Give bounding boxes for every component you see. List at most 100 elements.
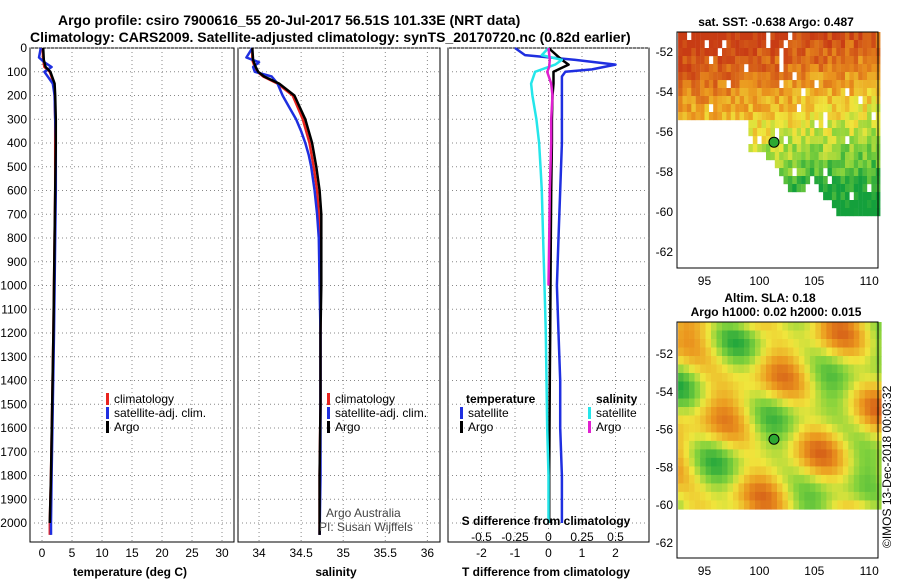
sla-cell xyxy=(760,466,767,476)
sst-cell xyxy=(823,160,828,169)
sla-cell xyxy=(749,449,756,459)
sst-cell xyxy=(739,96,745,105)
sla-cell xyxy=(831,500,838,510)
sst-cell xyxy=(845,144,850,153)
sla-cell xyxy=(853,440,860,451)
sla-cell xyxy=(744,322,750,332)
sla-cell xyxy=(815,364,822,374)
sla-cell xyxy=(705,415,712,425)
sla-cell xyxy=(859,330,866,340)
sla-cell xyxy=(738,398,745,408)
sst-cell xyxy=(818,32,824,41)
sst-cell xyxy=(831,80,837,89)
sla-cell xyxy=(848,398,855,408)
sst-cell xyxy=(853,112,859,121)
sla-cell xyxy=(755,491,761,502)
sst-cell xyxy=(695,64,701,73)
sla-cell xyxy=(804,474,811,485)
sst-cell xyxy=(871,152,876,161)
sst-cell xyxy=(735,40,740,49)
sst-cell xyxy=(770,144,775,153)
sla-cell xyxy=(722,373,728,383)
sst-cell xyxy=(809,80,815,89)
sla-cell xyxy=(793,424,800,434)
sst-cell xyxy=(739,40,745,49)
sst-cell xyxy=(809,88,815,97)
sst-cell xyxy=(748,128,753,137)
sst-cell xyxy=(792,144,797,153)
sla-cell xyxy=(864,364,871,374)
sla-cell xyxy=(771,373,778,383)
sst-cell xyxy=(823,184,828,193)
sst-cell xyxy=(796,40,802,49)
sla-cell xyxy=(766,356,772,366)
sla-cell xyxy=(700,500,706,510)
sla-cell xyxy=(694,424,701,434)
sla-cell xyxy=(744,407,750,417)
depth-tick-label: 1300 xyxy=(0,350,27,364)
sla-cell xyxy=(749,330,756,340)
sla-cell xyxy=(760,339,767,349)
sla-cell xyxy=(689,390,695,400)
sla-cell xyxy=(760,457,767,468)
sst-cell xyxy=(845,64,850,73)
sla-cell xyxy=(678,339,684,349)
sla-cell xyxy=(798,424,805,434)
sla-cell xyxy=(809,424,816,434)
sst-cell xyxy=(783,152,789,161)
sla-cell xyxy=(749,474,756,485)
sst-cell xyxy=(678,56,683,65)
sst-cell xyxy=(849,104,854,113)
sst-cell xyxy=(678,48,683,57)
sla-cell xyxy=(815,500,822,510)
sla-cell xyxy=(848,373,855,383)
sst-cell xyxy=(849,88,854,97)
sla-cell xyxy=(804,407,811,417)
sst-cell xyxy=(853,192,859,201)
sla-cell xyxy=(771,381,778,391)
sla-cell xyxy=(722,398,728,408)
sst-cell xyxy=(845,128,850,137)
sst-cell xyxy=(809,160,815,169)
sst-cell xyxy=(691,32,696,41)
sst-cell xyxy=(801,168,806,177)
sst-cell xyxy=(853,56,859,65)
x-tick-label: 2 xyxy=(612,546,619,560)
sst-cell xyxy=(867,176,872,185)
sst-cell xyxy=(871,64,876,73)
sla-cell xyxy=(744,364,750,374)
sst-cell xyxy=(827,168,833,177)
sst-cell xyxy=(682,32,688,41)
sst-cell xyxy=(779,128,784,137)
sla-cell xyxy=(864,474,871,485)
sla-cell xyxy=(727,322,734,332)
sst-cell xyxy=(787,88,793,97)
sla-cell xyxy=(733,483,739,493)
sla-cell xyxy=(782,364,789,374)
sla-cell xyxy=(749,390,756,400)
sst-cell xyxy=(858,136,863,145)
sla-cell xyxy=(716,466,723,476)
sla-cell xyxy=(678,449,684,459)
sla-cell xyxy=(771,407,778,417)
sst-cell xyxy=(849,120,854,129)
sla-cell xyxy=(727,415,734,425)
sla-cell xyxy=(826,407,833,417)
sst-cell xyxy=(774,96,780,105)
sst-cell xyxy=(867,80,872,89)
sst-cell xyxy=(770,64,775,73)
sla-cell xyxy=(787,474,794,485)
sst-cell xyxy=(862,152,868,161)
sst-cell xyxy=(713,64,718,73)
sla-cell xyxy=(738,322,745,332)
sst-cell xyxy=(783,104,789,113)
sst-cell xyxy=(796,80,802,89)
depth-tick-label: 500 xyxy=(7,160,27,174)
sla-cell xyxy=(678,373,684,383)
sst-cell xyxy=(823,176,828,185)
sla-cell xyxy=(787,339,794,349)
sst-cell xyxy=(726,32,731,41)
sla-cell xyxy=(826,339,833,349)
sst-cell xyxy=(761,136,767,145)
sst-cell xyxy=(704,88,710,97)
